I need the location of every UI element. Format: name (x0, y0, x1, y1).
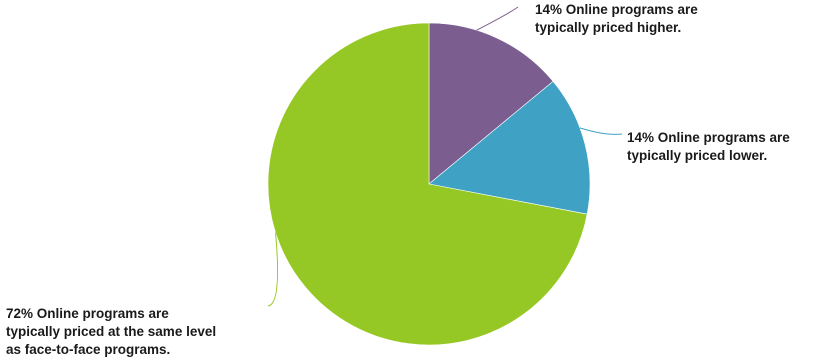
slice-label-higher-line-2: typically priced higher. (535, 20, 681, 35)
slice-label-lower-line-2: typically priced lower. (627, 148, 767, 163)
slice-label-lower-line-1: 14% Online programs are (627, 130, 790, 145)
slice-label-same-line-3: as face-to-face programs. (6, 342, 170, 357)
slice-label-same: 72% Online programs are typically priced… (6, 306, 220, 357)
pie-slice-higher (428, 22, 554, 185)
leader-line-higher (476, 6, 519, 31)
pie-slice-same (267, 22, 588, 346)
pie-slice-lower (428, 80, 591, 215)
leader-line-same (267, 232, 279, 307)
pie-slices (267, 22, 591, 346)
slice-label-higher: 14% Online programs are typically priced… (535, 2, 702, 35)
slice-label-same-line-1: 72% Online programs are (6, 306, 169, 321)
slice-label-higher-line-1: 14% Online programs are (535, 2, 698, 17)
leader-line-lower (579, 127, 623, 135)
leader-lines (267, 6, 623, 307)
slice-label-lower: 14% Online programs are typically priced… (627, 130, 794, 163)
slice-label-same-line-2: typically priced at the same level (6, 324, 216, 339)
